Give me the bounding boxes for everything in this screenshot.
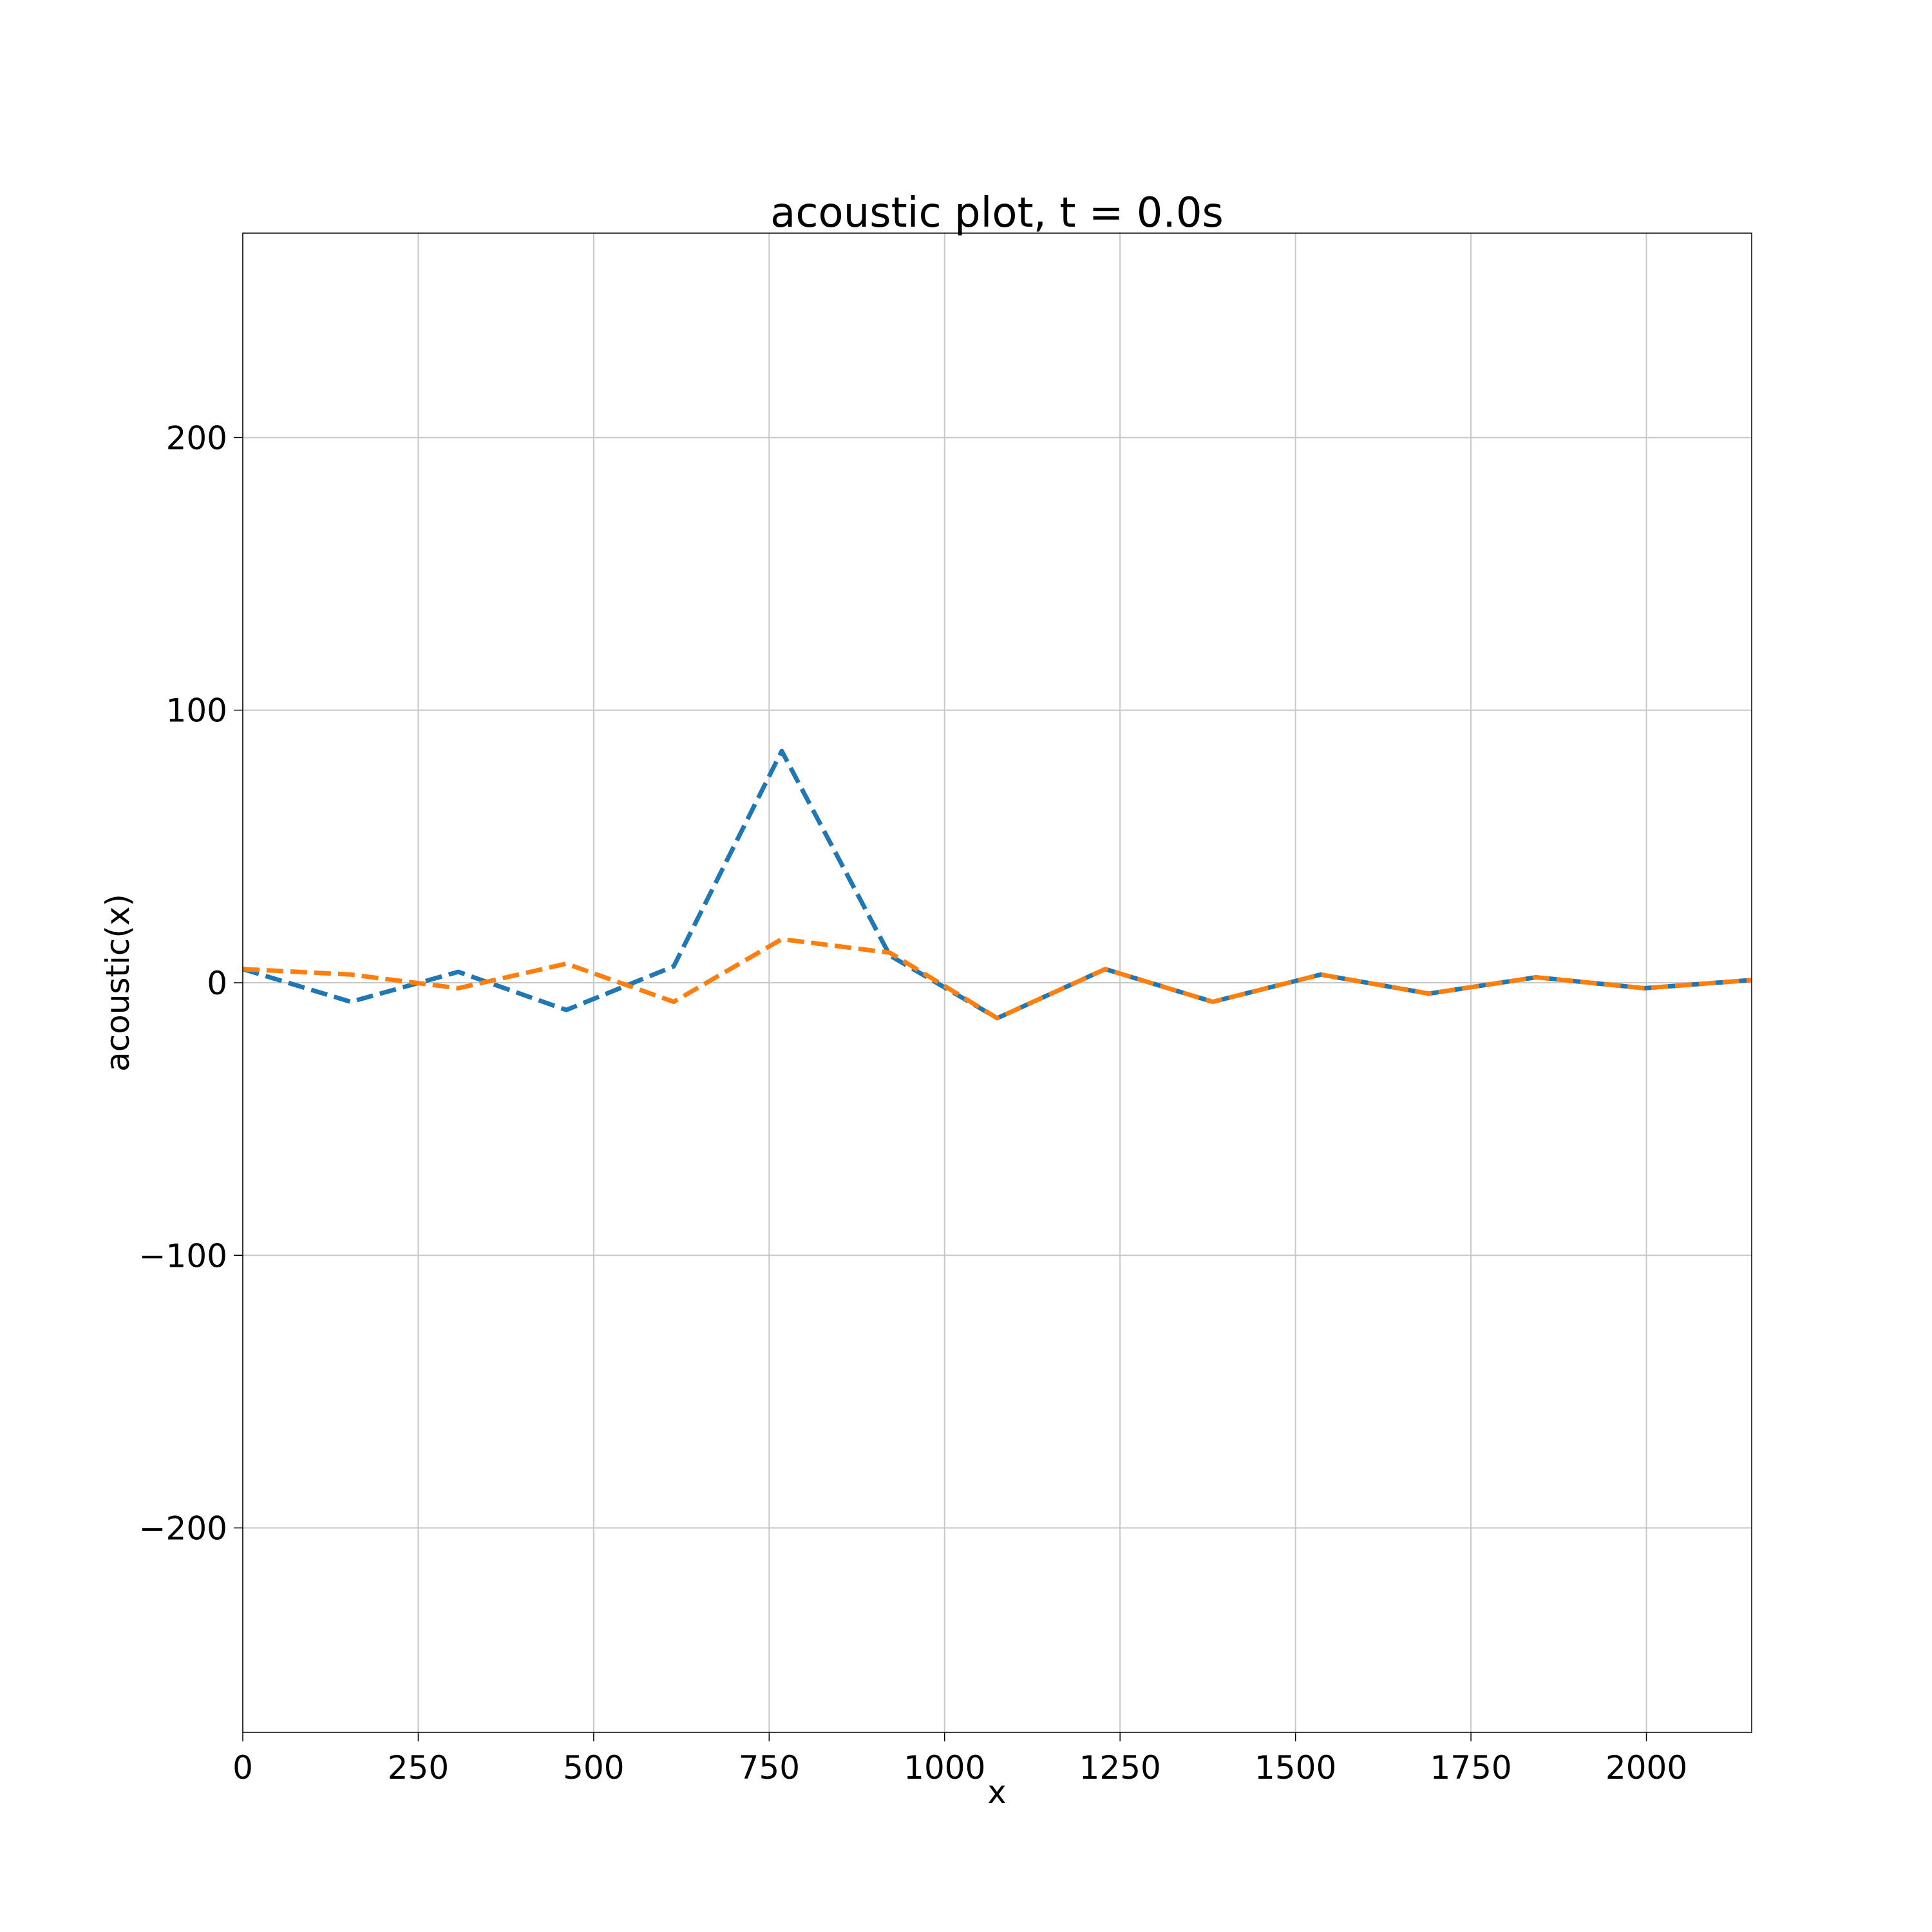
y-axis: −200 −100 0 100 200 <box>139 419 243 1548</box>
y-tick-label: 0 <box>207 965 227 1002</box>
y-tick-label: 200 <box>166 419 227 457</box>
series-lines <box>242 748 1752 1021</box>
y-tick-label: −100 <box>139 1237 227 1274</box>
grid-lines <box>242 233 1752 1732</box>
x-tick-label: 1250 <box>1079 1749 1161 1786</box>
x-tick-label: 250 <box>388 1749 449 1786</box>
x-tick-label: 1000 <box>904 1749 985 1786</box>
y-tick-label: 100 <box>166 692 227 730</box>
chart-title: acoustic plot, t = 0.0s <box>770 189 1224 237</box>
x-axis: 0 250 500 750 1000 1250 1500 1750 2000 <box>232 1732 1687 1786</box>
x-tick-label: 500 <box>563 1749 624 1786</box>
x-tick-label: 1750 <box>1430 1749 1511 1786</box>
series-line-2 <box>242 936 1752 1021</box>
x-tick-label: 750 <box>739 1749 800 1786</box>
x-tick-label: 1500 <box>1255 1749 1336 1786</box>
x-tick-label: 0 <box>232 1749 253 1786</box>
y-tick-label: −200 <box>139 1510 227 1548</box>
x-axis-label: x <box>987 1774 1007 1811</box>
y-axis-label: acoustic(x) <box>99 894 137 1072</box>
x-tick-label: 2000 <box>1605 1749 1687 1786</box>
